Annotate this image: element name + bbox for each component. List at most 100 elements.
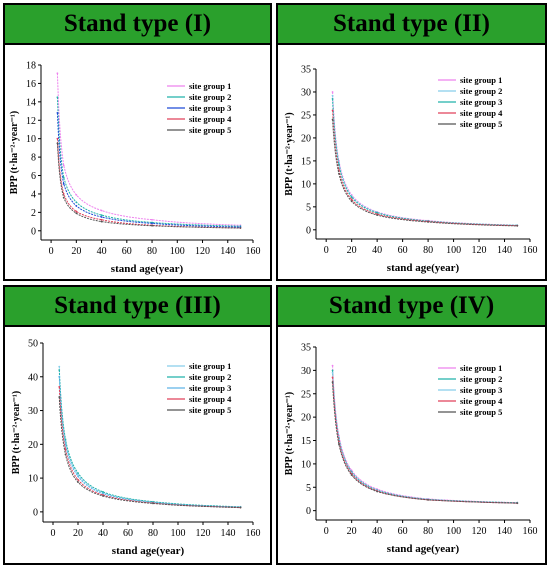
series-line (332, 119, 518, 227)
y-tick-label: 30 (28, 406, 38, 417)
y-tick-label: 40 (28, 372, 38, 383)
series-line (58, 376, 241, 508)
x-tick-label: 60 (398, 245, 408, 256)
y-tick-label: 12 (26, 116, 36, 127)
data-point (100, 214, 103, 217)
x-tick-label: 120 (472, 245, 487, 256)
y-tick-label: 5 (306, 483, 311, 494)
chart-panel-1: Stand type (I) 0 20 40 60 80 100 120 140 160 0 2 4 6… (3, 3, 272, 281)
y-tick-label: 25 (301, 389, 311, 400)
y-tick-label: 0 (306, 506, 311, 517)
data-point (64, 453, 67, 456)
legend-label: site group 2 (460, 374, 502, 384)
legend-label: site group 5 (189, 405, 231, 415)
x-tick-label: 100 (171, 528, 186, 539)
panel-header: Stand type (IV) (278, 287, 545, 327)
data-point (152, 502, 154, 505)
legend-label: site group 2 (460, 86, 502, 96)
legend-label: site group 4 (189, 394, 232, 404)
y-tick-label: 20 (28, 440, 38, 451)
y-tick-label: 35 (301, 65, 311, 76)
data-point (331, 91, 334, 93)
data-point (56, 96, 59, 99)
data-point (350, 200, 353, 203)
y-tick-label: 18 (26, 61, 36, 72)
y-tick-label: 8 (31, 153, 36, 164)
data-point (331, 109, 334, 112)
data-point (64, 448, 67, 451)
data-point (102, 495, 104, 497)
y-tick-label: 10 (28, 474, 38, 485)
data-point (75, 205, 78, 207)
data-point (75, 193, 78, 196)
data-point (62, 196, 65, 199)
data-point (62, 164, 65, 167)
x-tick-label: 160 (523, 526, 538, 537)
legend-label: site group 1 (460, 75, 502, 85)
data-point (77, 478, 79, 481)
x-tick-label: 60 (123, 528, 133, 539)
y-tick-label: 0 (31, 226, 36, 237)
x-axis-label: stand age(year) (112, 545, 185, 557)
data-point (100, 209, 103, 212)
x-tick-label: 80 (423, 526, 433, 537)
series-line (58, 369, 241, 508)
x-tick-label: 120 (195, 246, 210, 257)
legend-label: site group 1 (189, 81, 231, 91)
y-axis-label: BPP (t·ha⁻²·year⁻¹) (11, 391, 22, 475)
x-tick-label: 60 (122, 246, 132, 257)
data-point (102, 492, 104, 495)
data-point (338, 163, 340, 166)
x-tick-label: 120 (196, 528, 211, 539)
x-tick-label: 40 (97, 246, 107, 257)
data-point (58, 396, 61, 398)
panel-title: Stand type (III) (54, 292, 221, 319)
y-tick-label: 15 (301, 156, 311, 167)
data-point (338, 443, 340, 446)
data-point (77, 475, 79, 478)
data-point (58, 375, 61, 378)
legend-label: site group 2 (189, 372, 231, 382)
y-axis-label: BPP (t·ha⁻²·year⁻¹) (9, 111, 20, 195)
x-axis-label: stand age(year) (111, 263, 184, 275)
data-point (151, 218, 153, 221)
x-tick-label: 160 (523, 245, 538, 256)
series-line (56, 97, 241, 227)
data-point (151, 224, 153, 227)
data-point (58, 369, 61, 371)
series-line (332, 98, 518, 226)
y-tick-label: 4 (31, 189, 36, 200)
data-point (58, 365, 61, 368)
y-tick-label: 20 (301, 413, 311, 424)
series-line (332, 95, 518, 226)
chart-panel-3: Stand type (III) 0 20 40 60 80 100 120 140 160 0 1… (3, 285, 272, 565)
panel-header: Stand type (III) (5, 287, 270, 327)
data-point (350, 198, 353, 201)
y-tick-label: 10 (301, 179, 311, 190)
data-point (338, 172, 340, 175)
legend-label: site group 5 (460, 119, 502, 129)
x-tick-label: 60 (398, 526, 408, 537)
legend-label: site group 3 (189, 383, 231, 393)
data-point (376, 214, 379, 217)
data-point (516, 225, 519, 227)
chart-panel-2: Stand type (II) 0 20 40 60 80 100 120 140 160 0 5 1… (276, 3, 547, 281)
data-point (331, 369, 334, 372)
x-tick-label: 120 (472, 526, 487, 537)
data-point (331, 94, 334, 97)
data-point (331, 371, 334, 374)
x-tick-label: 40 (98, 528, 108, 539)
x-tick-label: 80 (423, 245, 433, 256)
y-tick-label: 0 (306, 225, 311, 236)
data-point (56, 142, 59, 145)
data-point (102, 491, 104, 493)
x-tick-label: 140 (497, 526, 512, 537)
data-point (56, 111, 59, 114)
legend-label: site group 1 (189, 361, 231, 371)
x-tick-label: 100 (170, 246, 185, 257)
legend-label: site group 3 (460, 385, 502, 395)
x-tick-label: 160 (246, 246, 261, 257)
legend-label: site group 1 (460, 363, 502, 373)
legend-label: site group 4 (460, 108, 503, 118)
y-tick-label: 25 (301, 110, 311, 121)
